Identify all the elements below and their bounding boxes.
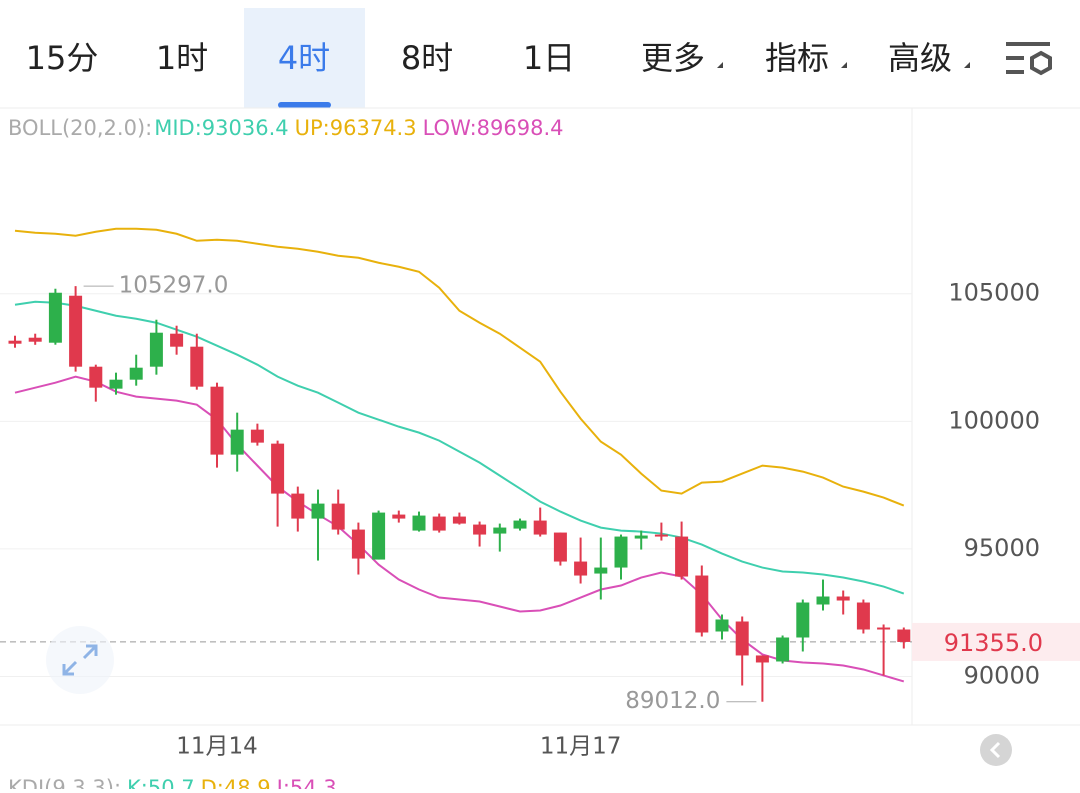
candle-body <box>776 637 790 662</box>
candle-body <box>594 567 608 574</box>
dropdown-arrow <box>717 62 723 68</box>
scroll-button[interactable] <box>980 734 1012 766</box>
candle-body <box>412 515 426 531</box>
legend-item: BOLL(20,2.0): <box>8 116 152 140</box>
candle-body <box>836 596 850 601</box>
candle-body <box>250 429 264 443</box>
plot: 90000 95000 100000 105000 11月14 11月17 BOLL(20,… <box>0 116 1080 793</box>
candle-body <box>634 535 648 539</box>
candle-body <box>291 493 305 519</box>
icon-line <box>62 660 78 676</box>
scroll-icon <box>989 741 1001 759</box>
candle-body <box>149 332 163 367</box>
boll-line <box>14 300 905 595</box>
candle-body <box>816 596 830 605</box>
candle-body <box>877 627 891 630</box>
candle-body <box>311 503 325 519</box>
last-price-label: 91355.0 <box>944 629 1043 657</box>
candle-body <box>755 655 769 663</box>
tab[interactable]: 1日 <box>523 39 575 77</box>
candle-body <box>351 529 365 559</box>
indicator-legend: BOLL(20,2.0):MID:93036.4 UP:96374.3 LOW:89… <box>8 116 564 140</box>
icon-hex <box>1030 50 1052 76</box>
candle-body <box>109 379 123 389</box>
candle-body <box>614 536 628 568</box>
tab[interactable]: 高级 <box>888 39 952 77</box>
last-price-box <box>912 622 1080 661</box>
active-tab-indicator <box>278 102 331 108</box>
candle-body <box>372 512 386 560</box>
candle-body <box>574 561 588 576</box>
legend-item: UP:96374.3 <box>295 116 417 140</box>
tab[interactable]: 15分 <box>26 39 99 77</box>
kdj-legend: KDJ(9,3,3): K:50.7 D:48.9 J:54.3 <box>8 776 337 789</box>
candle-body <box>735 621 749 656</box>
candle-body <box>553 532 567 562</box>
x-tick-label: 11月14 <box>176 734 258 760</box>
boll-line <box>14 375 905 683</box>
dropdown-arrow <box>964 62 970 68</box>
legend-item: KDJ(9,3,3): <box>8 776 121 789</box>
candle-body <box>432 516 446 531</box>
candle-body <box>190 346 204 387</box>
expand-button[interactable] <box>46 626 114 694</box>
y-tick-label: 95000 <box>964 534 1040 562</box>
legend-item: D:48.9 <box>201 776 271 789</box>
candle-body <box>513 520 527 529</box>
candle-body <box>493 527 507 534</box>
boll-line <box>14 227 905 507</box>
candle-body <box>170 333 184 347</box>
y-tick-label: 90000 <box>964 662 1040 690</box>
candle-body <box>331 503 345 530</box>
candle-body <box>452 516 466 524</box>
y-tick-label: 100000 <box>948 406 1040 434</box>
candle-body <box>695 575 709 633</box>
candle-body <box>129 367 143 380</box>
settings-icon[interactable] <box>1006 42 1052 76</box>
candle-body <box>715 619 729 632</box>
legend-item: J:54.3 <box>275 776 337 789</box>
candle-body <box>271 443 285 494</box>
candle-body <box>230 429 244 455</box>
candle-body <box>210 386 224 455</box>
annotation-label: 89012.0 <box>625 688 720 714</box>
annotation-label: 105297.0 <box>119 273 229 299</box>
candle-body <box>473 524 487 535</box>
candle-body <box>675 536 689 577</box>
candle-body <box>89 366 103 388</box>
dropdown-arrow <box>841 62 847 68</box>
candle-body <box>392 514 406 519</box>
candle-body <box>28 337 42 342</box>
candle-body <box>48 292 62 343</box>
y-tick-label: 105000 <box>948 279 1040 307</box>
tab[interactable]: 指标 <box>765 39 829 77</box>
candle-body <box>796 602 810 638</box>
expand-icon <box>62 644 98 676</box>
legend-item: LOW:89698.4 <box>423 116 564 140</box>
tab[interactable]: 4时 <box>278 39 330 77</box>
candle-body <box>654 534 668 537</box>
icon-line <box>82 644 98 660</box>
x-tick-label: 11月17 <box>540 734 622 760</box>
tab-bar: 15分 1时 4时 8时 1日 更多 指标 高级 <box>26 39 970 77</box>
candle-body <box>69 295 83 367</box>
candle-body <box>8 340 22 344</box>
candle-body <box>856 602 870 630</box>
candle-body <box>897 629 911 642</box>
tab[interactable]: 1时 <box>156 39 208 77</box>
active-tab-bg <box>244 8 365 108</box>
legend-item: K:50.7 <box>127 776 195 789</box>
tab[interactable]: 更多 <box>641 39 705 77</box>
candle-body <box>533 520 547 535</box>
tab[interactable]: 8时 <box>401 39 453 77</box>
legend-item: MID:93036.4 <box>154 116 288 140</box>
